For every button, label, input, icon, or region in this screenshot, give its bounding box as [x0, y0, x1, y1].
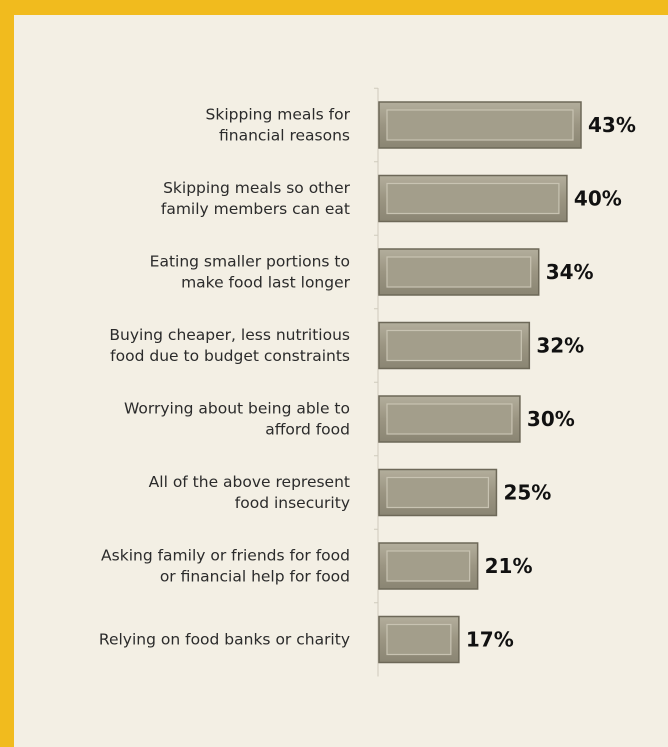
- bar-6: [378, 468, 498, 517]
- category-label-7: Asking family or friends for food or fina…: [101, 547, 350, 586]
- bar-inner-bevel: [386, 182, 560, 215]
- category-label-8: Relying on food banks or charity: [99, 631, 350, 649]
- category-label-5: Worrying about being able to afford food: [124, 400, 350, 439]
- bar-inner-bevel: [386, 623, 452, 656]
- category-label-line: make food last longer: [181, 274, 351, 292]
- bar-2: [378, 174, 568, 223]
- category-label-line: financial reasons: [219, 127, 350, 145]
- bar-7: [378, 542, 479, 590]
- value-label-1: 43%: [588, 113, 636, 137]
- category-label-4: Buying cheaper, less nutritious food due …: [109, 326, 350, 365]
- value-label-3: 34%: [546, 260, 594, 284]
- category-label-line: food due to budget constraints: [110, 347, 350, 365]
- category-label-line: food insecurity: [235, 494, 350, 512]
- bar-1: [378, 101, 582, 149]
- bar-inner-bevel: [386, 329, 522, 362]
- category-label-1: Skipping meals for financial reasons: [206, 106, 351, 145]
- category-label-2: Skipping meals so other family members ca…: [161, 179, 351, 218]
- category-label-line: Asking family or friends for food: [101, 547, 350, 565]
- category-label-line: family members can eat: [161, 200, 350, 218]
- category-label-line: Buying cheaper, less nutritious: [109, 326, 350, 344]
- category-label-line: Relying on food banks or charity: [99, 631, 350, 649]
- bar-3: [378, 248, 540, 296]
- bar-4: [378, 321, 531, 370]
- category-label-line: or financial help for food: [160, 568, 350, 586]
- bar-inner-bevel: [386, 476, 490, 509]
- value-label-5: 30%: [527, 407, 575, 431]
- bar-inner-bevel: [386, 109, 574, 141]
- bar-inner-bevel: [386, 403, 513, 435]
- category-label-line: Skipping meals for: [206, 106, 351, 124]
- category-label-6: All of the above represent food insecurit…: [149, 473, 350, 512]
- category-label-3: Eating smaller portions to make food last…: [150, 253, 351, 292]
- category-label-line: All of the above represent: [149, 473, 350, 491]
- category-label-line: Skipping meals so other: [163, 179, 351, 197]
- bar-inner-bevel: [386, 256, 532, 288]
- bar-inner-bevel: [386, 550, 471, 582]
- category-label-line: Eating smaller portions to: [150, 253, 350, 271]
- bar-5: [378, 395, 521, 443]
- value-label-7: 21%: [485, 554, 533, 578]
- bar-8: [378, 615, 460, 664]
- value-label-6: 25%: [503, 481, 551, 505]
- value-label-2: 40%: [574, 187, 622, 211]
- category-label-line: Worrying about being able to: [124, 400, 350, 418]
- category-label-line: afford food: [265, 421, 350, 439]
- value-label-8: 17%: [466, 628, 514, 652]
- value-label-4: 32%: [536, 334, 584, 358]
